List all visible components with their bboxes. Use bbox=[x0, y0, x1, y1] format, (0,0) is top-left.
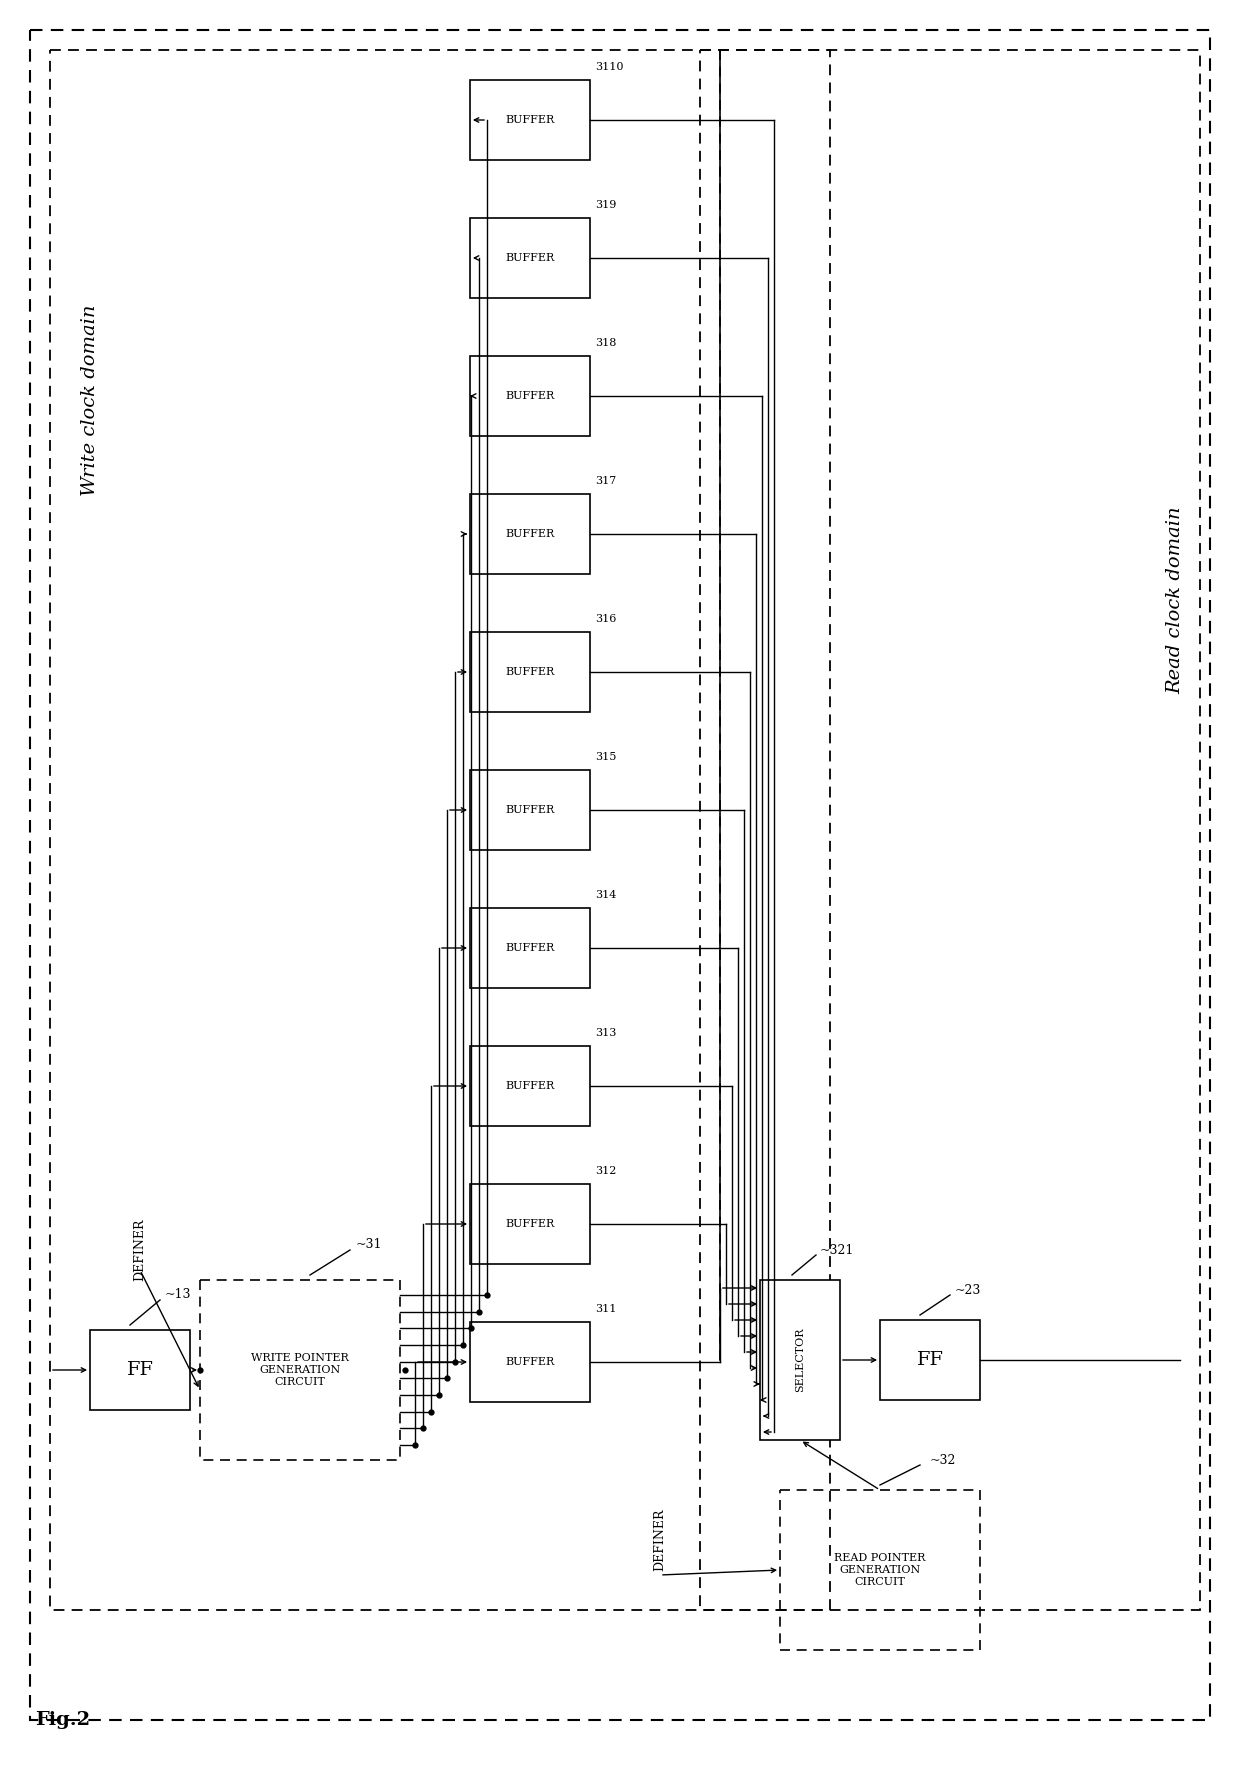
Text: BUFFER: BUFFER bbox=[506, 1219, 554, 1228]
Text: ~321: ~321 bbox=[820, 1244, 854, 1257]
Bar bbox=[470, 771, 590, 851]
Bar bbox=[91, 1330, 190, 1410]
Text: FF: FF bbox=[126, 1362, 154, 1380]
Text: ~13: ~13 bbox=[165, 1289, 191, 1301]
Text: ~23: ~23 bbox=[955, 1283, 981, 1296]
Text: ~31: ~31 bbox=[356, 1239, 382, 1251]
Text: BUFFER: BUFFER bbox=[506, 668, 554, 676]
Text: Read clock domain: Read clock domain bbox=[1166, 506, 1184, 694]
Bar bbox=[470, 495, 590, 573]
Bar bbox=[780, 1490, 980, 1650]
Text: WRITE POINTER
GENERATION
CIRCUIT: WRITE POINTER GENERATION CIRCUIT bbox=[252, 1353, 348, 1387]
Text: DEFINER: DEFINER bbox=[653, 1509, 667, 1572]
Text: READ POINTER
GENERATION
CIRCUIT: READ POINTER GENERATION CIRCUIT bbox=[835, 1554, 926, 1586]
Text: 315: 315 bbox=[595, 751, 616, 762]
Text: BUFFER: BUFFER bbox=[506, 392, 554, 401]
Text: DEFINER: DEFINER bbox=[134, 1219, 146, 1282]
Text: Write clock domain: Write clock domain bbox=[81, 304, 99, 495]
Text: BUFFER: BUFFER bbox=[506, 529, 554, 539]
Text: BUFFER: BUFFER bbox=[506, 805, 554, 815]
Bar bbox=[200, 1280, 401, 1460]
Text: ~32: ~32 bbox=[930, 1454, 956, 1467]
Bar bbox=[470, 80, 590, 160]
Bar bbox=[470, 908, 590, 988]
Text: FF: FF bbox=[916, 1351, 944, 1369]
Text: 314: 314 bbox=[595, 890, 616, 901]
Bar bbox=[50, 50, 830, 1609]
Text: 3110: 3110 bbox=[595, 62, 624, 71]
Bar bbox=[470, 356, 590, 436]
Bar bbox=[470, 1047, 590, 1127]
Bar bbox=[470, 632, 590, 712]
Text: 316: 316 bbox=[595, 614, 616, 625]
Text: 317: 317 bbox=[595, 475, 616, 486]
Text: SELECTOR: SELECTOR bbox=[795, 1328, 805, 1392]
Text: 318: 318 bbox=[595, 338, 616, 349]
Text: 319: 319 bbox=[595, 199, 616, 210]
Bar bbox=[470, 217, 590, 297]
Text: 313: 313 bbox=[595, 1029, 616, 1038]
Text: Fig.2: Fig.2 bbox=[35, 1711, 91, 1728]
Bar bbox=[701, 50, 1200, 1609]
Bar bbox=[470, 1323, 590, 1403]
Text: 312: 312 bbox=[595, 1166, 616, 1177]
Text: BUFFER: BUFFER bbox=[506, 1356, 554, 1367]
Text: BUFFER: BUFFER bbox=[506, 253, 554, 263]
Bar bbox=[880, 1321, 980, 1401]
Text: BUFFER: BUFFER bbox=[506, 943, 554, 952]
Bar bbox=[470, 1184, 590, 1264]
Bar bbox=[760, 1280, 839, 1440]
Text: BUFFER: BUFFER bbox=[506, 1080, 554, 1091]
Text: BUFFER: BUFFER bbox=[506, 116, 554, 125]
Text: 311: 311 bbox=[595, 1305, 616, 1314]
